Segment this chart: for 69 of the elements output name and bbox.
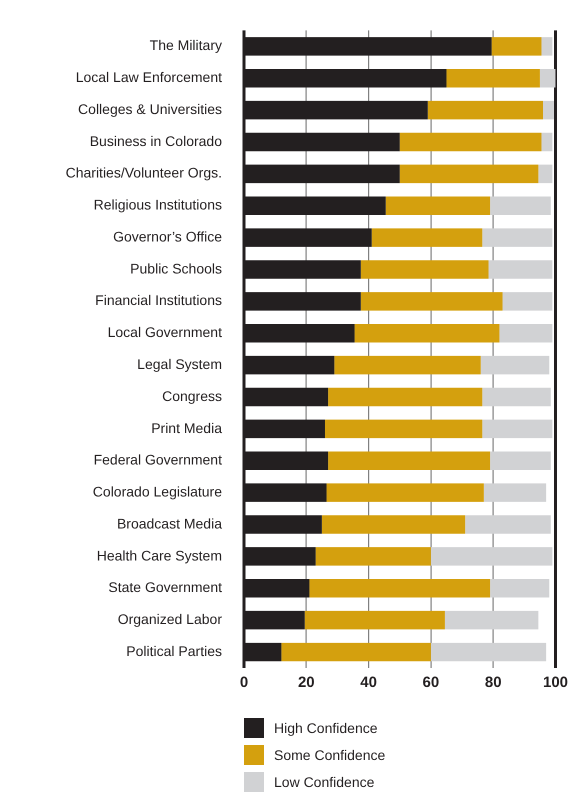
y-tick-label: Governor’s Office: [113, 228, 222, 244]
bar: [482, 228, 552, 247]
bar: [324, 420, 482, 438]
y-tick-label: Religious Institutions: [94, 196, 222, 213]
legend-label: High Confidence: [274, 720, 378, 736]
bar: [465, 515, 551, 534]
bar: [326, 483, 484, 502]
bar: [372, 228, 482, 247]
bar: [490, 579, 550, 598]
y-tick-label: Print Media: [151, 420, 222, 436]
bar: [386, 196, 490, 215]
y-tick-label: Political Parties: [126, 642, 222, 659]
bar: [309, 579, 490, 598]
y-tick-label: Organized Labor: [118, 611, 222, 628]
bar: [480, 356, 550, 374]
bar: [430, 642, 546, 662]
y-tick-label: Colorado Legislature: [92, 484, 222, 500]
bar: [400, 132, 542, 152]
bar: [541, 37, 552, 56]
y-tick-label: Business in Colorado: [90, 132, 222, 149]
bar: [360, 260, 489, 279]
bar: [354, 324, 500, 343]
x-tick-label: 80: [484, 674, 502, 692]
x-tick-label: 0: [240, 674, 248, 692]
bar: [488, 260, 552, 279]
y-tick-label: Congress: [162, 388, 222, 404]
bar: [499, 324, 552, 343]
y-tick-label: Local Government: [108, 324, 222, 340]
bar: [304, 610, 445, 630]
y-tick-label: Broadcast Media: [116, 515, 222, 532]
bar: [543, 100, 554, 120]
bar: [492, 37, 542, 56]
bar: [334, 356, 481, 374]
bar: [502, 292, 552, 311]
y-tick-label: Public Schools: [130, 260, 222, 276]
bar: [446, 68, 540, 88]
bar: [444, 610, 538, 630]
legend-label: Low Confidence: [274, 774, 374, 790]
bar: [400, 164, 538, 184]
x-tick-label: 20: [298, 674, 315, 692]
x-tick-label: 60: [422, 674, 440, 692]
bar: [484, 483, 546, 502]
bar: [482, 388, 551, 406]
y-tick-label: Legal System: [137, 356, 222, 372]
y-tick-label: Health Care System: [96, 547, 222, 564]
bar: [490, 196, 551, 215]
y-tick-label: Federal Government: [94, 452, 222, 468]
x-tick-label: 100: [542, 674, 568, 692]
y-tick-label: State Government: [108, 579, 222, 596]
bar: [328, 452, 490, 470]
y-tick-label: Charities/Volunteer Orgs.: [66, 164, 222, 181]
bar: [281, 642, 431, 662]
bar: [316, 547, 431, 566]
x-tick-label: 40: [360, 674, 377, 692]
bar: [540, 68, 556, 88]
bar: [490, 452, 551, 470]
bar: [360, 292, 503, 311]
bar: [328, 388, 482, 406]
bar: [541, 132, 552, 152]
y-tick-label: Local Law Enforcement: [76, 69, 222, 86]
legend-label: Some Confidence: [274, 746, 386, 762]
bar: [482, 420, 552, 438]
y-tick-label: Colleges & Universities: [78, 100, 222, 117]
y-tick-label: Financial Institutions: [95, 292, 222, 308]
bar: [322, 515, 466, 534]
y-tick-label: The Military: [150, 37, 222, 54]
bar: [538, 164, 552, 184]
bar: [428, 100, 544, 120]
bar: [430, 547, 552, 566]
